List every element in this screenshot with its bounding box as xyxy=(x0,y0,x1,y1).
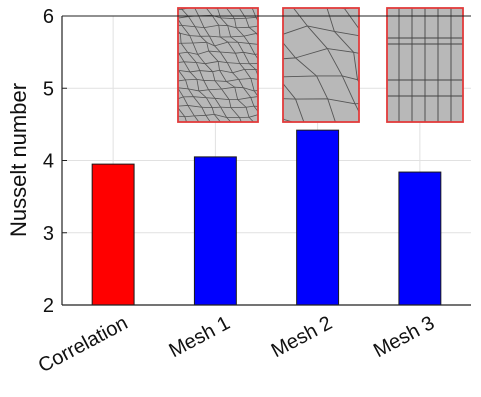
mesh-edge xyxy=(259,79,273,80)
y-tick-label: 5 xyxy=(43,78,54,100)
mesh-edge xyxy=(186,79,197,80)
mesh-edge xyxy=(261,63,264,71)
mesh-edge xyxy=(225,6,238,7)
mesh-edge xyxy=(254,0,265,8)
y-tick-label: 3 xyxy=(43,223,54,245)
mesh-edge xyxy=(221,107,231,108)
mesh-edge xyxy=(169,0,176,1)
mesh-edge xyxy=(260,114,273,115)
mesh-edge xyxy=(261,8,266,19)
mesh-edge xyxy=(365,37,374,56)
mesh-edge xyxy=(286,0,291,4)
x-tick-labels: Correlation Mesh 1 Mesh 2 Mesh 3 xyxy=(35,312,438,377)
mesh-edge xyxy=(171,43,181,44)
mesh-edge xyxy=(266,107,273,115)
mesh-edge xyxy=(365,0,379,5)
mesh-edge xyxy=(290,4,326,5)
mesh-edge xyxy=(261,7,273,8)
mesh-edge xyxy=(261,26,270,27)
mesh-edge xyxy=(212,0,221,1)
mesh-edge xyxy=(264,98,284,119)
mesh-edge xyxy=(265,0,273,7)
mesh-edge xyxy=(264,71,273,80)
bar-mesh-3 xyxy=(399,172,441,305)
mesh-edge xyxy=(166,55,170,64)
mesh-insets xyxy=(165,0,463,127)
mesh-edge xyxy=(316,0,326,5)
mesh-3-structured-icon xyxy=(387,8,463,122)
mesh-edge xyxy=(266,52,271,60)
mesh-edge xyxy=(258,97,269,99)
mesh-edge xyxy=(266,33,271,45)
y-tick-label: 6 xyxy=(43,6,54,28)
mesh-edge xyxy=(261,60,271,63)
x-tick-label: Mesh 2 xyxy=(268,312,336,362)
mesh-edge xyxy=(260,114,266,125)
y-tick-label: 4 xyxy=(43,151,54,173)
mesh-edge xyxy=(220,1,225,7)
y-axis-label: Nusselt number xyxy=(6,83,31,237)
mesh-edge xyxy=(191,0,194,7)
mesh-edge xyxy=(169,1,170,10)
bars xyxy=(92,130,441,305)
mesh-edge xyxy=(166,17,177,18)
x-tick-label: Mesh 3 xyxy=(370,312,438,362)
bar-correlation xyxy=(92,164,134,305)
bar-mesh-2 xyxy=(297,130,339,305)
mesh-edge xyxy=(265,8,278,36)
mesh-edge xyxy=(258,97,266,107)
mesh-edge xyxy=(169,34,171,44)
mesh-2-polyhedral-coarse-icon xyxy=(251,0,379,127)
mesh-edge xyxy=(264,90,270,99)
mesh-edge xyxy=(201,123,211,125)
mesh-edge xyxy=(176,124,188,127)
mesh-edge xyxy=(169,71,171,82)
mesh-edge xyxy=(255,124,266,126)
bar-mesh-1 xyxy=(194,157,236,305)
x-tick-label: Correlation xyxy=(35,312,132,377)
mesh-1-polyhedral-fine-icon xyxy=(165,0,274,127)
mesh-edge xyxy=(170,115,175,124)
mesh-edge xyxy=(242,124,255,125)
mesh-edge xyxy=(166,17,171,25)
mesh-edge xyxy=(260,119,284,126)
mesh-edge xyxy=(222,123,233,124)
mesh-edge xyxy=(266,19,269,27)
mesh-edge xyxy=(271,60,278,77)
mesh-edge xyxy=(174,100,177,106)
mesh-edge xyxy=(206,98,215,99)
mesh-edge xyxy=(188,125,201,126)
mesh-edge xyxy=(170,10,177,19)
mesh-edge xyxy=(165,87,174,100)
y-tick-labels: 2 3 4 5 6 xyxy=(43,6,54,317)
mesh-edge xyxy=(244,0,252,7)
y-tick-label: 2 xyxy=(43,295,54,317)
mesh-edge xyxy=(220,0,232,1)
mesh-edge xyxy=(171,82,177,88)
x-tick-label: Mesh 1 xyxy=(165,312,233,362)
mesh-edge xyxy=(232,0,238,6)
mesh-edge xyxy=(263,45,266,53)
mesh-edge xyxy=(256,30,277,36)
mesh-edge xyxy=(167,109,170,116)
mesh-edge xyxy=(166,53,179,54)
mesh-edge xyxy=(261,26,266,33)
mesh-edge xyxy=(167,106,176,108)
mesh-edge xyxy=(199,0,205,7)
mesh-edge xyxy=(169,70,178,71)
mesh-edge xyxy=(233,124,243,125)
